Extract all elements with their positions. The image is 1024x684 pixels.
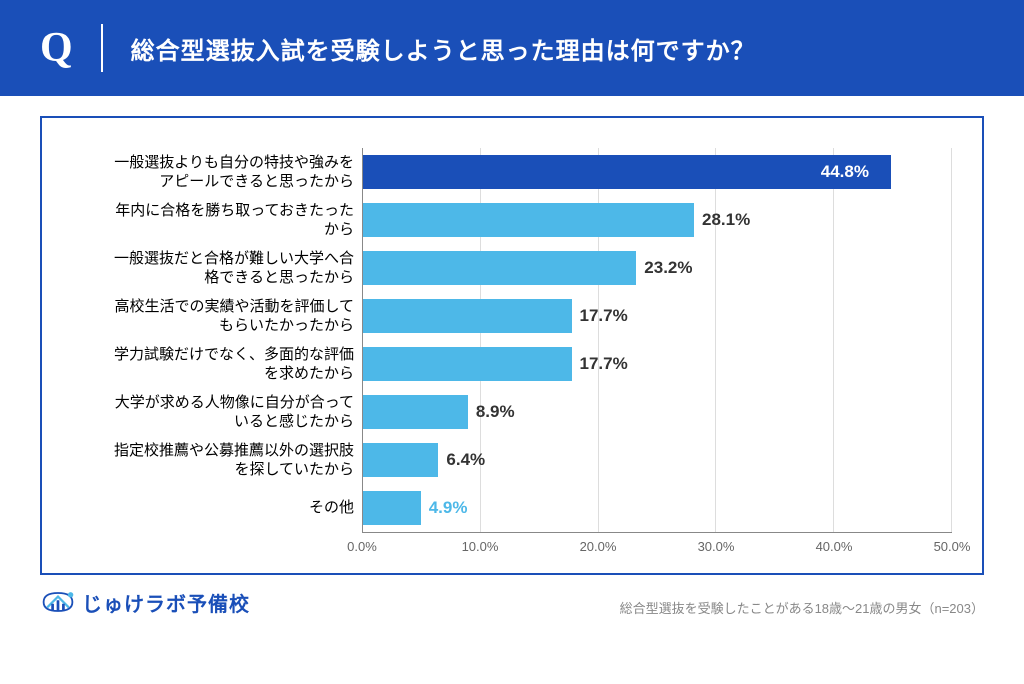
category-label: 学力試験だけでなく、多面的な評価を求めたから [52, 340, 362, 388]
x-tick: 20.0% [580, 539, 617, 554]
bar-value-label: 17.7% [580, 354, 628, 374]
bar-value-label: 23.2% [644, 258, 692, 278]
bar [363, 299, 572, 333]
brand-logo: じゅけラボ予備校 [40, 587, 250, 617]
q-mark: Q [40, 24, 103, 72]
bar-row: 44.8% [363, 148, 952, 196]
bar [363, 443, 438, 477]
category-label: その他 [52, 484, 362, 532]
bar [363, 251, 636, 285]
bar-row: 28.1% [363, 196, 952, 244]
bar-value-label: 4.9% [429, 498, 468, 518]
question-header: Q 総合型選抜入試を受験しようと思った理由は何ですか？ [0, 0, 1024, 96]
chart-container: 一般選抜よりも自分の特技や強みをアピールできると思ったから年内に合格を勝ち取って… [0, 96, 1024, 575]
bar [363, 347, 572, 381]
logo-text: じゅけラボ予備校 [82, 588, 250, 617]
bar [363, 203, 694, 237]
bar-value-label: 17.7% [580, 306, 628, 326]
x-axis: 0.0%10.0%20.0%30.0%40.0%50.0% [362, 539, 952, 563]
bar-value-label: 6.4% [446, 450, 485, 470]
bars-area: 44.8% 28.1% 23.2% 17.7% 17.7% 8.9% 6.4% 4.9% [362, 148, 952, 533]
y-axis-labels: 一般選抜よりも自分の特技や強みをアピールできると思ったから年内に合格を勝ち取って… [52, 148, 362, 533]
bar-value-label: 44.8% [821, 162, 869, 182]
bar [363, 155, 891, 189]
footer: じゅけラボ予備校 総合型選抜を受験したことがある18歳〜21歳の男女（n=203… [0, 575, 1024, 617]
category-label: 指定校推薦や公募推薦以外の選択肢を探していたから [52, 436, 362, 484]
x-tick: 0.0% [347, 539, 377, 554]
bar-row: 23.2% [363, 244, 952, 292]
category-label: 大学が求める人物像に自分が合っていると感じたから [52, 388, 362, 436]
bar-row: 4.9% [363, 484, 952, 532]
x-tick: 10.0% [462, 539, 499, 554]
question-text: 総合型選抜入試を受験しようと思った理由は何ですか？ [131, 31, 756, 66]
category-label: 高校生活での実績や活動を評価してもらいたかったから [52, 292, 362, 340]
bar-chart: 一般選抜よりも自分の特技や強みをアピールできると思ったから年内に合格を勝ち取って… [52, 148, 952, 533]
x-tick: 40.0% [816, 539, 853, 554]
category-label: 一般選抜だと合格が難しい大学へ合格できると思ったから [52, 244, 362, 292]
bar [363, 491, 421, 525]
bar-value-label: 28.1% [702, 210, 750, 230]
sample-note: 総合型選抜を受験したことがある18歳〜21歳の男女（n=203） [620, 598, 984, 617]
category-label: 年内に合格を勝ち取っておきたったから [52, 196, 362, 244]
bar-row: 17.7% [363, 292, 952, 340]
x-tick: 30.0% [698, 539, 735, 554]
bar-row: 6.4% [363, 436, 952, 484]
bar [363, 395, 468, 429]
x-tick: 50.0% [934, 539, 971, 554]
category-label: 一般選抜よりも自分の特技や強みをアピールできると思ったから [52, 148, 362, 196]
bar-row: 17.7% [363, 340, 952, 388]
chart-box: 一般選抜よりも自分の特技や強みをアピールできると思ったから年内に合格を勝ち取って… [40, 116, 984, 575]
bar-row: 8.9% [363, 388, 952, 436]
bar-value-label: 8.9% [476, 402, 515, 422]
logo-icon [40, 587, 76, 617]
